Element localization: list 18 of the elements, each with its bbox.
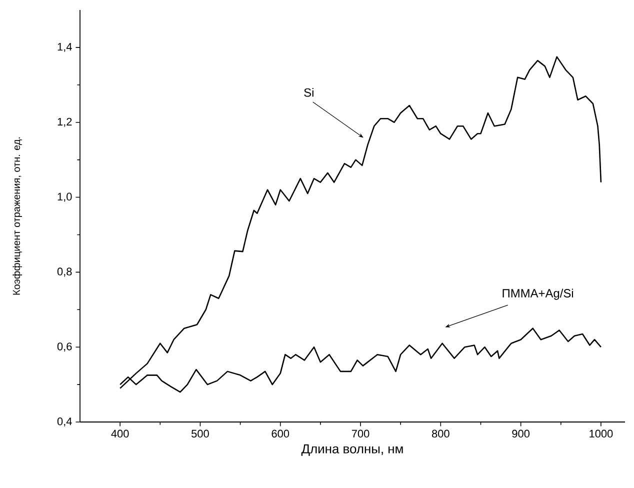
y-tick-label: 0,8 [57, 268, 72, 277]
x-tick-label: 800 [432, 430, 450, 438]
x-tick-label: 1000 [590, 430, 613, 438]
y-tick-label: 1,0 [58, 192, 72, 202]
x-axis-title: Длина волны, нм [301, 444, 403, 456]
x-tick-label: 600 [272, 430, 290, 438]
y-tick-label: 1,4 [58, 42, 72, 52]
y-tick-label: 0,6 [57, 342, 72, 352]
annotation: Si [304, 88, 314, 97]
annotation: ПММА+Ag/Si [502, 288, 574, 300]
y-axis-title: Коэффициент отражения, отн. ед. [12, 137, 22, 295]
y-tick-label: 1,2 [58, 118, 72, 127]
x-tick-label: 900 [512, 430, 530, 438]
x-tick-label: 700 [352, 430, 370, 438]
x-tick-label: 500 [192, 430, 209, 438]
line-series [119, 56, 602, 389]
x-tick-label: 400 [111, 430, 129, 438]
y-tick-label: 0,4 [57, 417, 72, 427]
